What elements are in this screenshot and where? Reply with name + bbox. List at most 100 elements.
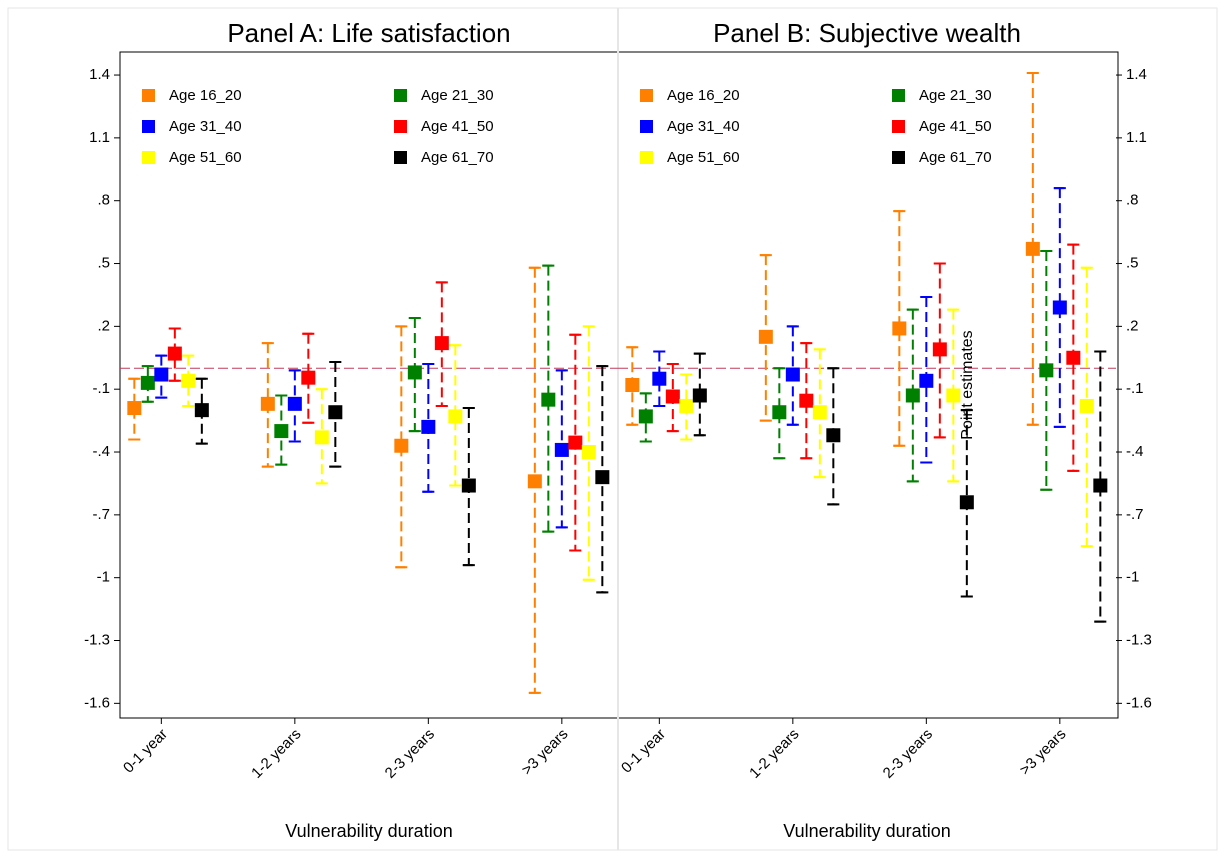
error-cap — [275, 394, 288, 466]
point-estimate — [959, 495, 974, 510]
legend-label: Age 21_30 — [919, 87, 992, 104]
error-cap — [435, 281, 448, 407]
legend-label: Age 51_60 — [169, 149, 242, 166]
point-estimate — [932, 342, 947, 357]
y-tick-label: -1.6 — [84, 694, 110, 711]
y-tick-label: -.4 — [92, 443, 110, 460]
point-estimate — [260, 396, 275, 411]
point-estimate — [581, 445, 596, 460]
error-cap — [542, 264, 555, 533]
legend-label: Age 41_50 — [919, 118, 992, 135]
panel-title: Panel A: Life satisfaction — [227, 18, 510, 48]
point-estimate — [287, 396, 302, 411]
point-estimate — [328, 405, 343, 420]
point-estimate — [140, 375, 155, 390]
point-estimate — [407, 365, 422, 380]
point-estimate — [1052, 300, 1067, 315]
legend-swatch — [640, 89, 653, 102]
error-cap — [693, 352, 706, 437]
error-cap — [773, 367, 786, 460]
y-tick-label: .5 — [1126, 254, 1139, 271]
point-estimate — [772, 405, 787, 420]
point-estimate — [461, 478, 476, 493]
error-cap — [582, 325, 595, 581]
point-estimate — [127, 401, 142, 416]
y-tick-label: -1.6 — [1126, 694, 1152, 711]
error-cap — [155, 354, 168, 399]
point-estimate — [167, 346, 182, 361]
y-tick-label: .8 — [1126, 192, 1139, 209]
error-cap — [759, 254, 772, 422]
y-tick-label: .2 — [97, 317, 110, 334]
legend-swatch — [142, 89, 155, 102]
error-cap — [947, 308, 960, 483]
error-cap — [329, 360, 342, 468]
point-estimate — [154, 367, 169, 382]
legend-label: Age 51_60 — [667, 149, 740, 166]
point-estimate — [314, 430, 329, 445]
y-tick-label: .5 — [97, 254, 110, 271]
legend-swatch — [142, 120, 155, 133]
error-cap — [195, 377, 208, 445]
y-tick-label: -.1 — [92, 380, 110, 397]
panel-title: Panel B: Subjective wealth — [713, 18, 1021, 48]
legend-swatch — [892, 151, 905, 164]
error-cap — [288, 369, 301, 443]
y-tick-label: -1 — [97, 569, 110, 586]
legend-label: Age 61_70 — [919, 149, 992, 166]
point-estimate — [679, 398, 694, 413]
point-estimate — [568, 435, 583, 450]
y-tick-label: 1.4 — [1126, 66, 1147, 83]
error-cap — [528, 266, 541, 694]
legend-swatch — [394, 151, 407, 164]
error-cap — [786, 325, 799, 426]
error-cap — [920, 296, 933, 464]
error-cap — [1094, 350, 1107, 623]
error-cap — [639, 392, 652, 443]
point-estimate — [1039, 363, 1054, 378]
point-estimate — [421, 419, 436, 434]
error-cap — [141, 365, 154, 403]
error-cap — [261, 342, 274, 468]
legend-label: Age 61_70 — [421, 149, 494, 166]
point-estimate — [1079, 398, 1094, 413]
error-cap — [933, 262, 946, 439]
error-cap — [569, 333, 582, 552]
error-cap — [800, 342, 813, 460]
y-tick-label: -1 — [1126, 569, 1139, 586]
y-tick-label: -1.3 — [84, 631, 110, 648]
legend-label: Age 31_40 — [667, 118, 740, 135]
error-cap — [128, 377, 141, 441]
y-tick-label: -.4 — [1126, 443, 1144, 460]
point-estimate — [181, 373, 196, 388]
point-estimate — [892, 321, 907, 336]
legend-label: Age 41_50 — [421, 118, 494, 135]
y-tick-label: 1.1 — [1126, 129, 1147, 146]
error-cap — [462, 407, 475, 567]
legend-label: Age 16_20 — [169, 87, 242, 104]
error-cap — [813, 348, 826, 479]
point-estimate — [274, 424, 289, 439]
legend-swatch — [640, 120, 653, 133]
error-cap — [182, 354, 195, 407]
error-cap — [1026, 71, 1039, 426]
x-axis-title: Vulnerability duration — [285, 821, 452, 841]
point-estimate — [946, 388, 961, 403]
y-tick-label: -.7 — [1126, 506, 1144, 523]
error-cap — [960, 409, 973, 598]
point-estimate — [448, 409, 463, 424]
point-estimate — [812, 405, 827, 420]
point-estimate — [394, 438, 409, 453]
legend-swatch — [394, 89, 407, 102]
error-cap — [680, 373, 693, 441]
error-cap — [1080, 266, 1093, 548]
legend-swatch — [892, 120, 905, 133]
error-cap — [422, 363, 435, 493]
error-cap — [168, 327, 181, 382]
point-estimate — [692, 388, 707, 403]
point-estimate — [652, 371, 667, 386]
legend-swatch — [142, 151, 155, 164]
point-estimate — [826, 428, 841, 443]
error-cap — [408, 316, 421, 433]
